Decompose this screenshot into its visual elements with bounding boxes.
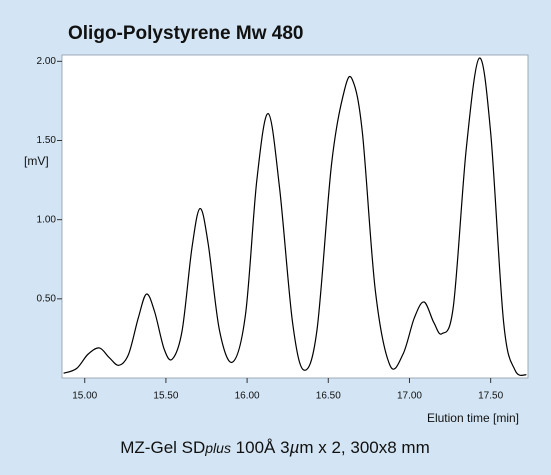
y-tick-label: 0.50 [37, 293, 57, 304]
caption-part: µ [289, 438, 300, 457]
y-tick-label: 2.00 [37, 56, 57, 67]
chart-title: Oligo-Polystyrene Mw 480 [68, 23, 303, 44]
x-axis-label: Elution time [min] [427, 411, 519, 425]
caption: MZ-Gel SDplus 100Å 3µm x 2, 300x8 mm [120, 438, 429, 457]
plot-area [61, 54, 529, 379]
x-tick-label: 15.00 [72, 391, 97, 402]
caption-part: m x 2, 300x8 mm [299, 438, 429, 457]
caption-part: plus [204, 440, 231, 456]
x-tick-label: 15.50 [153, 391, 178, 402]
y-axis-label: [mV] [24, 154, 49, 168]
caption-part: MZ-Gel SD [120, 438, 205, 457]
y-tick-label: 1.00 [37, 214, 57, 225]
x-tick-label: 17.00 [397, 391, 422, 402]
trace [63, 57, 527, 377]
y-tick-label: 1.50 [37, 135, 57, 146]
x-tick-label: 16.50 [316, 391, 341, 402]
caption-part: 100Å 3 [231, 438, 290, 457]
x-tick-label: 16.00 [235, 391, 260, 402]
x-tick-label: 17.50 [478, 391, 503, 402]
